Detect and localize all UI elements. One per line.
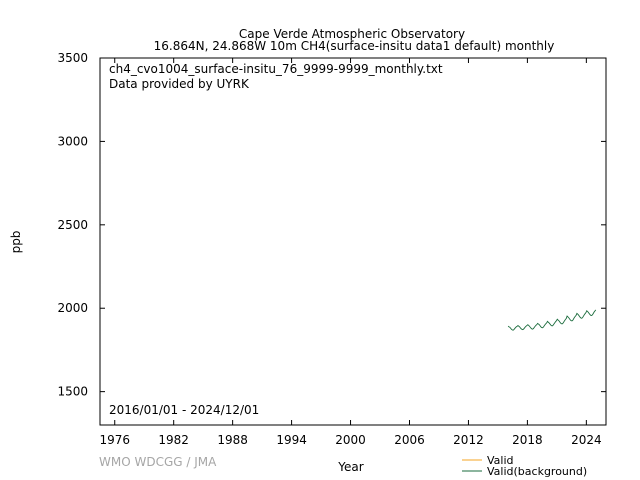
x-axis: 1976 1982 1988 1994 2000 2006 2012 2018 2024: [99, 58, 602, 447]
chart-title: Cape Verde Atmospheric Observatory: [239, 27, 465, 41]
data-provider-annotation: Data provided by UYRK: [109, 77, 250, 91]
x-tick-label: 2000: [335, 433, 366, 447]
x-tick-label: 2012: [453, 433, 484, 447]
x-tick-label: 1982: [158, 433, 189, 447]
y-axis: 1500 2000 2500 3000 3500: [57, 51, 606, 399]
y-tick-label: 1500: [57, 385, 88, 399]
legend-label-valid: Valid: [487, 454, 514, 467]
x-tick-label: 2024: [571, 433, 602, 447]
x-tick-label: 2006: [394, 433, 425, 447]
x-tick-label: 1976: [99, 433, 130, 447]
wdcgg-watermark: WMO WDCGG / JMA: [99, 455, 217, 469]
legend: Valid Valid(background): [462, 454, 587, 478]
x-axis-label: Year: [337, 460, 363, 474]
file-name-annotation: ch4_cvo1004_surface-insitu_76_9999-9999_…: [109, 62, 443, 76]
x-tick-label: 2018: [512, 433, 543, 447]
y-axis-label: ppb: [9, 231, 23, 254]
y-tick-label: 3000: [57, 134, 88, 148]
series-line-valid-background: [507, 309, 597, 331]
plot-frame: [99, 57, 607, 426]
series-layer: [507, 309, 597, 331]
legend-label-valid-background: Valid(background): [487, 465, 587, 478]
y-tick-label: 3500: [57, 51, 88, 65]
y-tick-label: 2500: [57, 218, 88, 232]
y-tick-label: 2000: [57, 301, 88, 315]
period-annotation: 2016/01/01 - 2024/12/01: [109, 403, 259, 417]
x-tick-label: 1988: [217, 433, 248, 447]
x-tick-label: 1994: [276, 433, 307, 447]
chart-subtitle: 16.864N, 24.868W 10m CH4(surface-insitu …: [154, 39, 555, 53]
